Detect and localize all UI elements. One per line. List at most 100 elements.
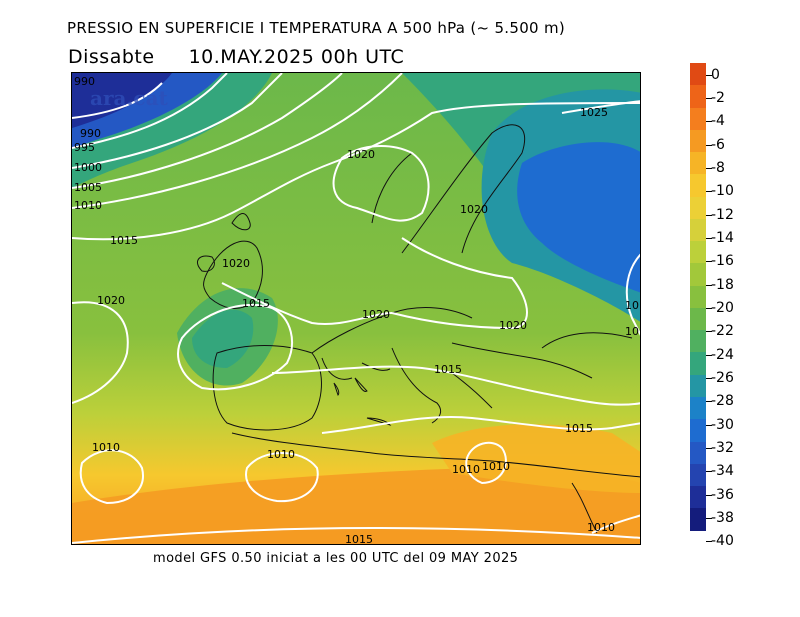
legend-label: -20 (711, 300, 734, 316)
day-label: Dissabte (68, 46, 155, 68)
legend-tick (706, 471, 712, 473)
isobar-label: 1015 (110, 234, 138, 247)
legend-swatch (690, 330, 706, 353)
isobar-label: 1010 (74, 199, 102, 212)
legend-swatch (690, 174, 706, 197)
isobar-label: 1020 (347, 148, 375, 161)
isobar-1015-north (72, 102, 640, 241)
isobar-995 (72, 73, 228, 149)
legend-swatch (690, 352, 706, 375)
legend-tick (706, 541, 712, 543)
isobar-label: 995 (74, 141, 95, 154)
legend-swatch (690, 396, 706, 420)
legend-tick (706, 98, 712, 99)
isobar-1015-med (271, 365, 640, 406)
isobar-label: 101 (625, 325, 641, 338)
legend-tick (706, 308, 712, 309)
legend-swatch (690, 307, 706, 331)
legend-label: -18 (711, 276, 734, 293)
legend-label: -32 (711, 440, 734, 456)
isobar-label: 1015 (242, 297, 270, 310)
legend-tick (706, 261, 712, 263)
legend-swatch (690, 441, 706, 464)
coastlines (197, 124, 640, 534)
datetime-label: 10.MAY.2025 00h UTC (188, 46, 405, 68)
map-canvas: 990 990 995 1000 1005 1010 1015 1020 102… (72, 73, 641, 544)
legend-tick (706, 354, 712, 356)
legend-label: -2 (711, 90, 725, 106)
isobar-label: 1015 (565, 422, 593, 435)
legend-swatch (690, 508, 706, 531)
isobar-label: 1010 (267, 448, 295, 461)
legend-label: -12 (711, 206, 734, 223)
legend-label: -14 (711, 230, 734, 246)
cold-pocket-biscay-core (192, 309, 254, 368)
legend-swatch (690, 129, 706, 153)
isobar-label: 1005 (74, 181, 102, 194)
legend-tick (706, 401, 712, 403)
legend-tick (706, 214, 712, 216)
legend-tick (706, 144, 712, 146)
legend-tick (706, 191, 712, 193)
isobar-1020-inner (332, 145, 430, 222)
warm-band-south (72, 467, 640, 544)
isobar-label: 1010 (482, 460, 510, 473)
legend-label: -38 (711, 510, 734, 526)
isobar-label: 1020 (460, 203, 488, 216)
isobar-label: 1000 (74, 161, 102, 174)
legend-label: -8 (711, 160, 725, 176)
isobar-label: 990 (80, 127, 101, 140)
legend-swatch (690, 285, 706, 308)
legend-label: -40 (711, 533, 734, 550)
legend-swatch (690, 374, 706, 397)
isobar-1010-libya (465, 441, 507, 485)
isobar-label: 1020 (97, 294, 125, 307)
legend-tick (706, 424, 712, 426)
isobar-1020-main (72, 301, 129, 404)
weather-map: 990 990 995 1000 1005 1010 1015 1020 102… (71, 72, 641, 545)
legend-label: -6 (711, 136, 725, 153)
legend-swatch (690, 107, 706, 130)
legend-label: 0 (711, 66, 720, 83)
legend-label: -10 (711, 183, 734, 200)
isobar-1015-south (72, 526, 640, 544)
legend-swatch (690, 152, 706, 175)
isobar-1010 (72, 73, 403, 209)
legend-swatch (690, 218, 706, 242)
legend-swatch (690, 463, 706, 487)
isobar-1015-loop (177, 303, 293, 391)
legend-label: -28 (711, 393, 734, 410)
isobar-label: 1020 (222, 257, 250, 270)
legend-tick (706, 168, 712, 169)
legend-tick (706, 448, 712, 449)
map-subtitle: Dissabte 10.MAY.2025 00h UTC (68, 46, 404, 68)
legend-tick (706, 121, 712, 123)
legend-label: -16 (711, 253, 734, 270)
legend-swatch (690, 419, 706, 442)
isobar-1015-east (321, 416, 640, 434)
isobar-label: 1020 (499, 319, 527, 332)
legend-swatch (690, 196, 706, 219)
isobar-1010-south (245, 452, 319, 503)
isobar-990 (72, 82, 163, 119)
isobar-label: 1025 (580, 106, 608, 119)
legend-tick (706, 378, 712, 379)
temperature-legend-bar (690, 63, 706, 553)
isobar-label: 1020 (362, 308, 390, 321)
legend-tick (706, 518, 712, 519)
legend-label: -34 (711, 463, 734, 480)
isobar-1005 (72, 73, 343, 189)
legend-swatch (690, 263, 706, 286)
legend-label: -24 (711, 346, 734, 363)
watermark: ara.cat (90, 86, 169, 110)
legend-tick (706, 238, 712, 239)
legend-label: -26 (711, 370, 734, 386)
isobar-label: 1010 (92, 441, 120, 454)
isobar-east-edge (625, 253, 640, 336)
legend-swatch (690, 486, 706, 509)
isobar-1010-west (79, 449, 144, 505)
isobar-1020-south (221, 282, 393, 325)
model-run-caption: model GFS 0.50 iniciat a les 00 UTC del … (153, 551, 519, 566)
isobar-label: 990 (74, 75, 95, 88)
legend-swatch (690, 85, 706, 108)
